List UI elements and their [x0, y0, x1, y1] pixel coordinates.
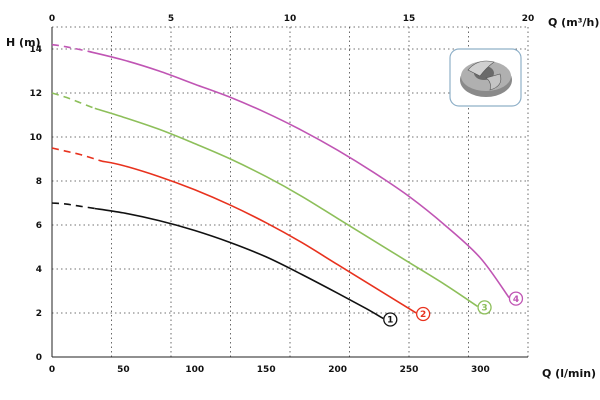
- y-tick-label: 0: [36, 353, 42, 363]
- series-2-marker-label: 2: [420, 310, 426, 320]
- series-3-dashed-line: [51, 92, 96, 110]
- y-axis-label: H (m): [6, 36, 41, 49]
- x-bottom-tick-labels: 0 50 100 150 200 250 300: [49, 365, 490, 375]
- series-2-dashed-line: [51, 147, 103, 162]
- series-1-marker-label: 1: [387, 316, 393, 326]
- x-top-axis-label: Q (m³/h): [548, 16, 599, 29]
- series-4-marker-circle: [508, 291, 524, 306]
- x-bottom-tick-label: 200: [328, 365, 347, 375]
- series-1-marker-circle: [383, 312, 398, 327]
- series-3-marker-circle: [477, 300, 492, 315]
- x-bottom-tick-label: 50: [117, 365, 130, 375]
- series-2-line: [101, 160, 417, 314]
- series-3-line: [94, 107, 478, 308]
- x-bottom-tick-label: 0: [49, 365, 55, 375]
- y-tick-labels: 0 2 4 6 8 10 12 14: [29, 45, 42, 363]
- impeller-vane-icon: [467, 60, 495, 77]
- series-1-dashed-line: [51, 202, 95, 210]
- x-top-tick-labels: 0 5 10 15 20: [49, 14, 534, 24]
- y-tick-label: 14: [29, 45, 42, 55]
- series-4-dashed-line: [51, 43, 88, 52]
- impeller-vane-icon: [485, 73, 502, 91]
- y-tick-label: 8: [36, 177, 42, 187]
- y-tick-label: 10: [29, 133, 42, 143]
- curve-markers: 1 2 3 4: [383, 291, 524, 327]
- x-top-tick-label: 5: [168, 14, 174, 24]
- x-top-tick-label: 0: [49, 14, 55, 24]
- x-top-tick-label: 15: [403, 14, 416, 24]
- x-bottom-tick-label: 100: [185, 365, 204, 375]
- x-bottom-tick-label: 250: [400, 365, 419, 375]
- impeller-photo: [449, 48, 522, 107]
- series-4-line: [87, 50, 510, 299]
- x-top-tick-label: 20: [522, 14, 535, 24]
- x-bottom-axis-label: Q (l/min): [542, 367, 596, 380]
- grid-lines: [52, 26, 529, 357]
- curves: [51, 43, 510, 320]
- y-tick-label: 4: [36, 265, 42, 275]
- x-bottom-tick-label: 300: [471, 365, 490, 375]
- series-3-marker-label: 3: [481, 304, 487, 314]
- series-4-marker-label: 4: [513, 295, 519, 305]
- x-bottom-tick-label: 150: [257, 365, 276, 375]
- series-2-marker-circle: [415, 306, 431, 322]
- x-top-tick-label: 10: [284, 14, 297, 24]
- y-tick-label: 12: [29, 89, 42, 99]
- series-1-line: [94, 207, 384, 320]
- y-tick-label: 2: [36, 309, 42, 319]
- y-tick-label: 6: [36, 221, 42, 231]
